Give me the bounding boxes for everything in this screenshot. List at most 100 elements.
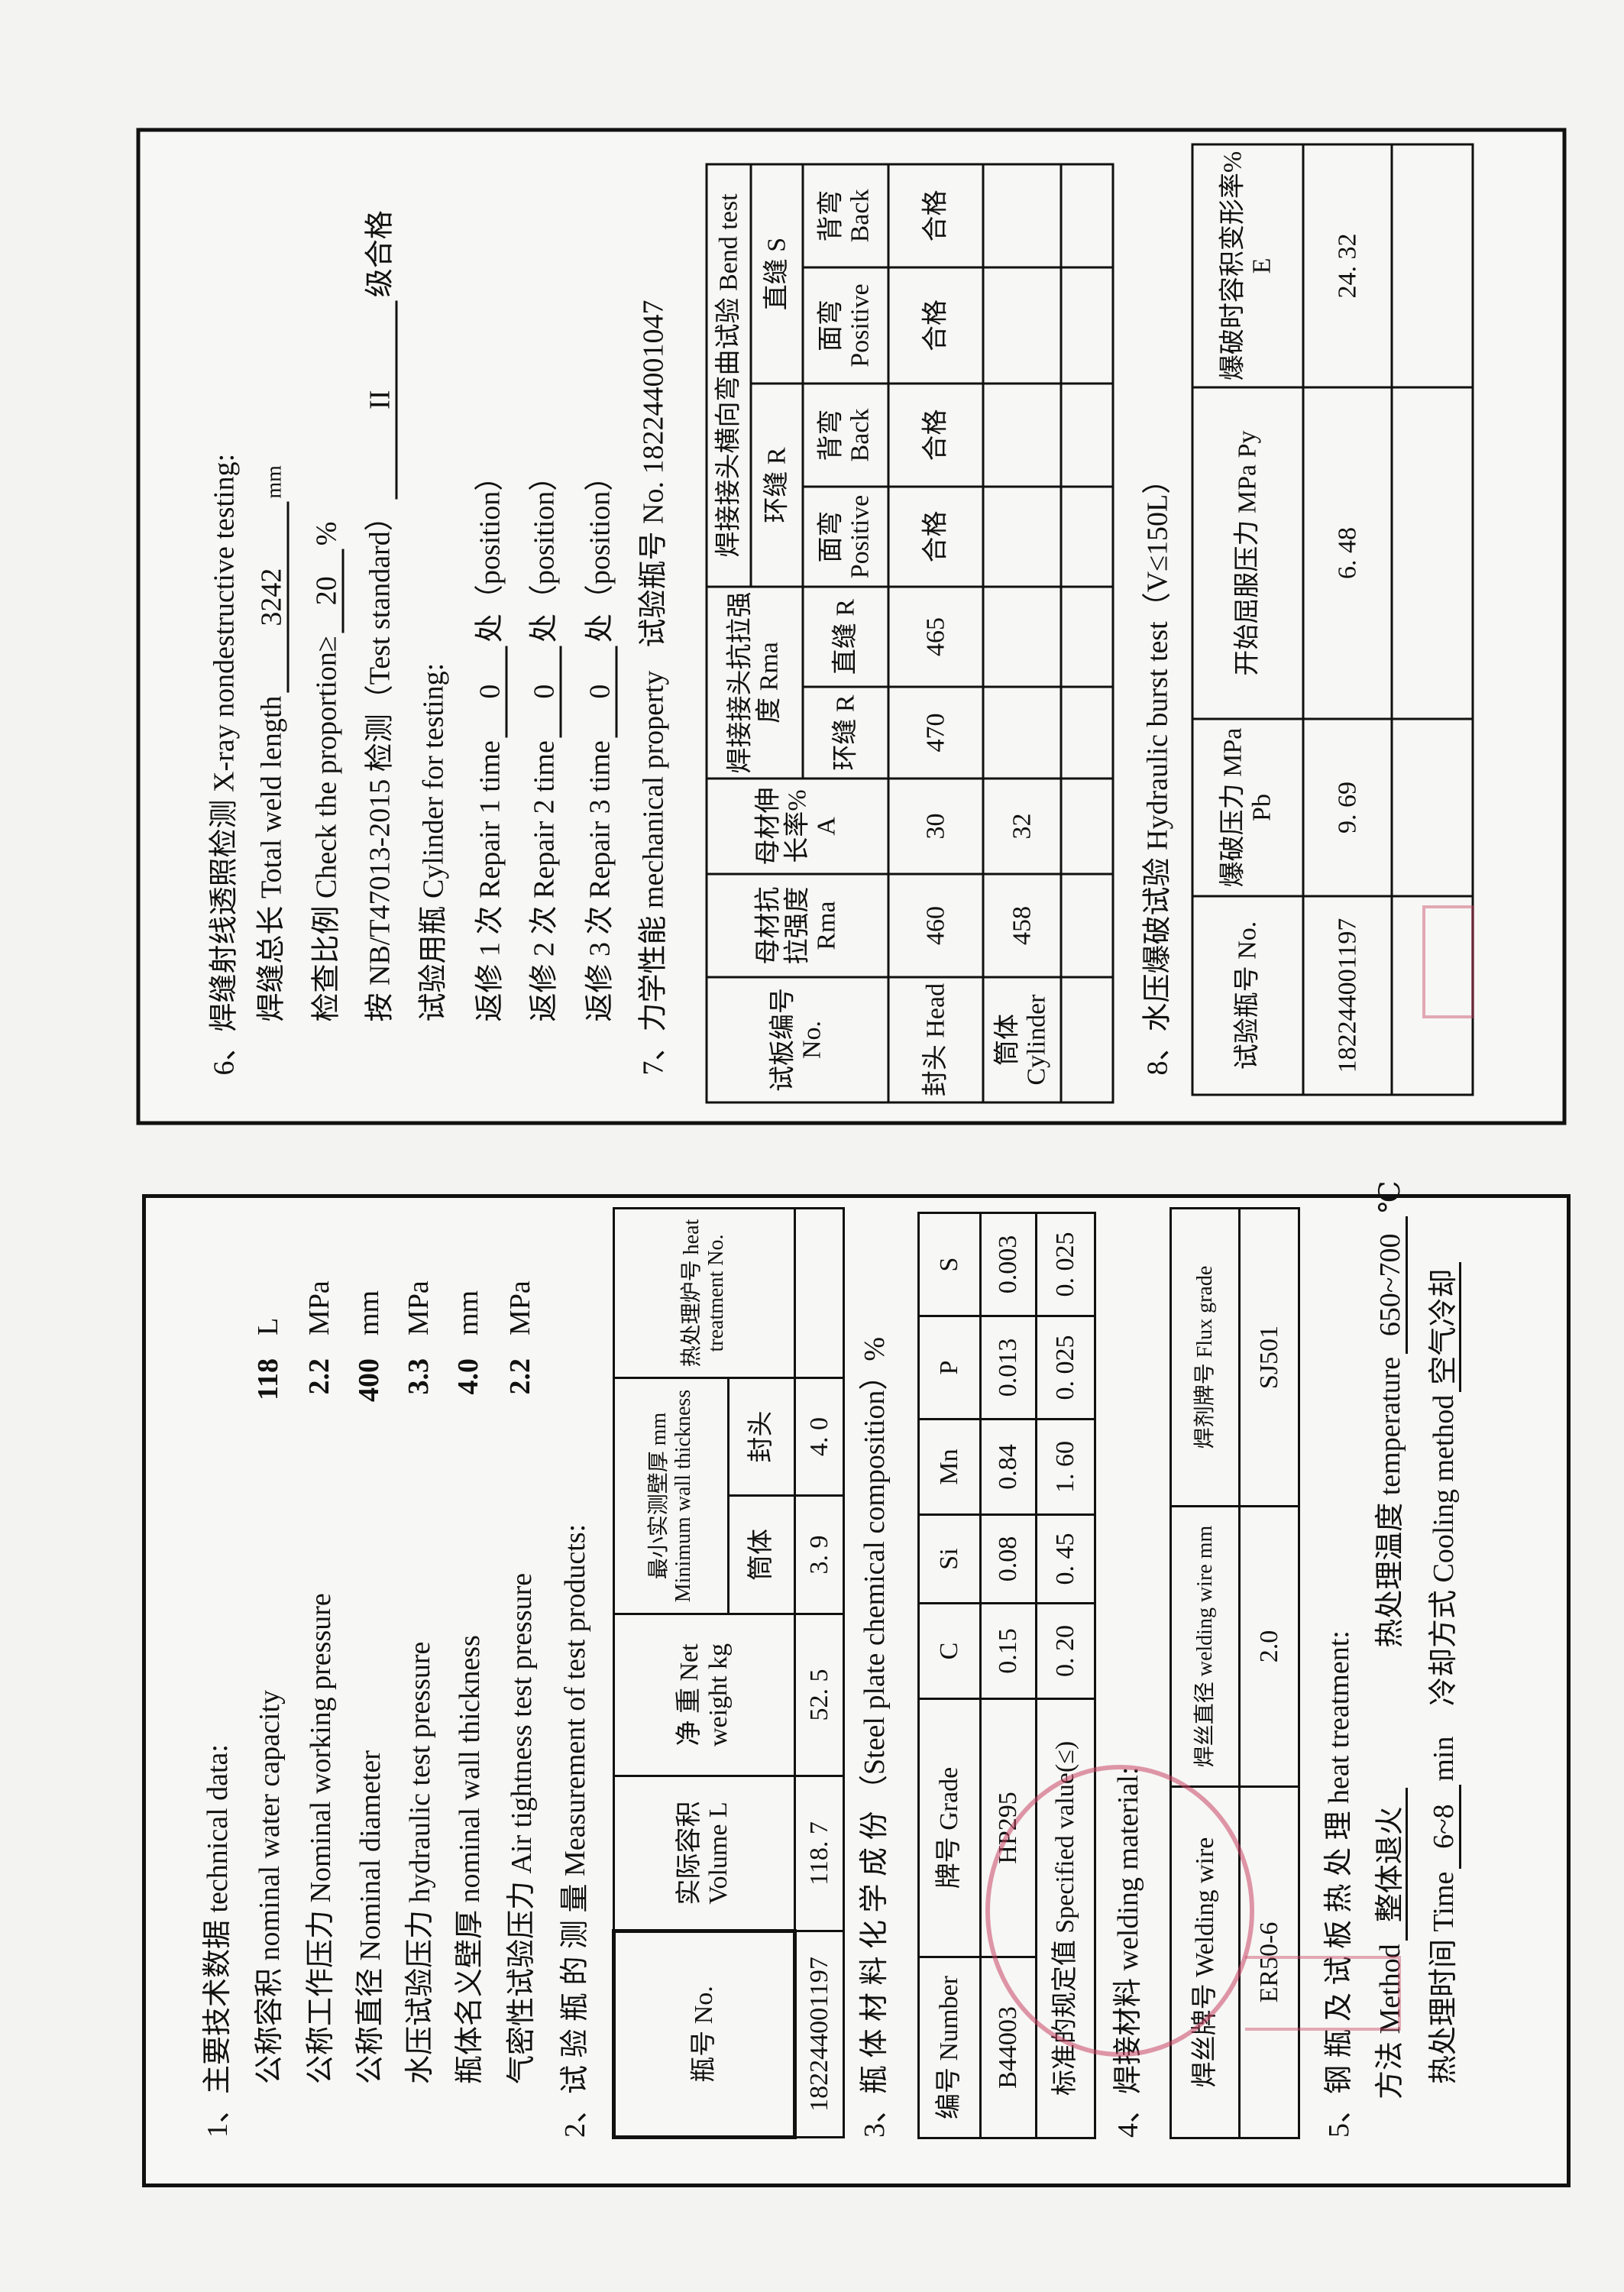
repair-label: 返修 3 次 Repair 3 time (584, 740, 616, 1022)
header-cell: 编号 Number (918, 1957, 981, 2138)
cell: 460 (888, 874, 983, 977)
cell: 9. 69 (1303, 719, 1392, 896)
header-cell: 焊丝牌号 Welding wire (1170, 1786, 1240, 2138)
header-joint-circ: 环缝 R (803, 687, 888, 779)
mechanical-property-table: 试板编号 No. 母材抗拉强度 Rma 母材伸长率% A 焊接接头抗拉强度 Rm… (706, 163, 1114, 1103)
cell (983, 587, 1061, 687)
section-1-heading: 1、主要技术数据 technical data: (202, 1744, 234, 2138)
section-6-heading: 6、焊缝射线透照检测 X-ray nondestructive testing: (208, 453, 241, 1076)
spec-label: 瓶体名义壁厚 nominal wall thickness (454, 1635, 486, 2084)
header-cell: 爆破时容积变形率% E (1192, 144, 1303, 387)
cell: 1. 60 (1036, 1419, 1095, 1515)
header-weight: 净 重 Net weight kg (613, 1614, 795, 1776)
header-cell: 焊丝直径 welding wire mm (1170, 1506, 1240, 1787)
header-face-bend: 面弯 Positive (803, 267, 888, 384)
time-unit: min (1428, 1736, 1460, 1782)
spec-unit: mm (452, 1290, 484, 1335)
cell: HP295 (980, 1698, 1037, 1957)
table-row: 封头 Head 460 30 470 465 合格 合格 合格 合格 (888, 163, 983, 1102)
header-base-elongation: 母材伸长率% A (707, 779, 888, 874)
cell-no: 182244001197 (794, 1931, 844, 2138)
header-thickness: 最小实测壁厚 mm Minimum wall thickness (613, 1377, 729, 1614)
repair-suffix: 处（position） (528, 461, 561, 643)
section-8-heading: 8、水压爆破试验 Hydraulic burst test（V≤150L） (1141, 465, 1174, 1076)
cell (1392, 387, 1473, 719)
cell-cylinder: 3. 9 (794, 1495, 844, 1614)
cell-head: 4. 0 (794, 1377, 844, 1496)
cylinder-for-testing-label: 试验用瓶 Cylinder for testing: (417, 662, 450, 1022)
standard-label: 按 NB/T47013-2015 检测（Test standard） (364, 502, 396, 1022)
chemical-composition-table: 编号 Number 牌号 Grade C Si Mn P S B44003 HP… (917, 1212, 1096, 2139)
header-head: 封头 (728, 1377, 795, 1496)
cell: 24. 32 (1303, 144, 1392, 387)
repair-suffix: 处（position） (474, 461, 506, 643)
heat-treatment-method-line: 方法 Method整体退火 热处理温度 temperature650~700℃ (1372, 1180, 1409, 2099)
repair-line: 返修 1 次 Repair 1 time0处（position） (472, 462, 509, 1022)
header-back-bend: 背弯 Back (803, 163, 888, 267)
cell: 465 (888, 587, 983, 687)
table-row: ER50-6 2.0 SJ501 (1239, 1208, 1299, 2138)
proportion-label: 检查比例 Check the proportion≥ (310, 636, 343, 1022)
cell (983, 487, 1061, 587)
table-row-spec: 标准的规定值 Specified value(≤) 0. 20 0. 45 1.… (1036, 1212, 1095, 2138)
cell: 30 (888, 779, 983, 874)
weld-length-label: 焊缝总长 Total weld length (255, 695, 288, 1022)
cell: 32 (983, 779, 1061, 874)
welding-material-table: 焊丝牌号 Welding wire 焊丝直径 welding wire mm 焊… (1169, 1207, 1300, 2139)
repair-label: 返修 2 次 Repair 2 time (528, 740, 561, 1022)
table-row: 182244001197 118. 7 52. 5 3. 9 4. 0 (794, 1208, 844, 2138)
header-volume: 实际容积 Volume L (613, 1776, 795, 1931)
cell: SJ501 (1239, 1208, 1299, 1507)
time-label: 热处理时间 Time (1428, 1871, 1460, 2084)
section-3-heading: 3、瓶 体 材 料 化 学 成 份 （Steel plate chemical … (859, 1336, 891, 2138)
cell-heat-no (794, 1208, 844, 1378)
cell: 0.84 (980, 1419, 1037, 1515)
cell: 470 (888, 687, 983, 779)
spec-unit: L (252, 1317, 284, 1335)
spec-label: 公称容积 nominal water capacity (254, 1689, 286, 2084)
section-7-heading: 7、力学性能 mechanical property (637, 670, 670, 1076)
proportion-line: 检查比例 Check the proportion≥20% (309, 522, 345, 1022)
header-cell: 焊剂牌号 Flux grade (1170, 1208, 1240, 1507)
burst-test-table: 试验瓶号 No. 爆破压力 MPa Pb 开始屈服压力 MPa Py 爆破时容积… (1192, 144, 1474, 1096)
spec-value: 4.0 (452, 1358, 484, 1395)
spec-value: 2.2 (303, 1358, 335, 1395)
cell (983, 267, 1061, 384)
header-cell: C (918, 1603, 981, 1699)
cell (983, 163, 1061, 267)
time-value: 6~8 (1428, 1784, 1461, 1869)
header-cell: 开始屈服压力 MPa Py (1192, 387, 1303, 719)
cell (1061, 587, 1113, 687)
table-row (1392, 144, 1473, 1095)
method-label: 方法 Method (1374, 1944, 1406, 2099)
header-face-bend: 面弯 Positive (803, 487, 888, 587)
header-cell: 试验瓶号 No. (1192, 896, 1303, 1095)
table-row: 182244001197 9. 69 6. 48 24. 32 (1303, 144, 1392, 1095)
cell: 合格 (888, 163, 983, 267)
cell: 182244001197 (1303, 896, 1392, 1095)
proportion-value: 20 (311, 549, 345, 633)
repair-value: 0 (474, 646, 508, 738)
header-cell: Si (918, 1514, 981, 1604)
spec-label: 公称直径 Nominal diameter (354, 1750, 387, 2084)
header-cell: Mn (918, 1419, 981, 1515)
header-back-bend: 背弯 Back (803, 384, 888, 487)
repair-suffix: 处（position） (584, 461, 616, 643)
cell: 封头 Head (888, 977, 983, 1102)
header-cell: P (918, 1316, 981, 1420)
header-longitudinal: 直缝 S (751, 163, 803, 384)
cell: 6. 48 (1303, 387, 1392, 719)
cell: 0. 025 (1036, 1212, 1095, 1316)
spec-value: 2.2 (504, 1358, 536, 1395)
section-5-heading: 5、钢 瓶 及 试 板 热 处 理 heat treatment: (1323, 1630, 1355, 2138)
weld-length-value: 3242 (256, 501, 290, 693)
spec-unit: MPa (403, 1280, 435, 1335)
cell: 0. 025 (1036, 1316, 1095, 1420)
grade-suffix: 级合格 (364, 210, 396, 298)
cell (1392, 719, 1473, 896)
cell (1061, 687, 1113, 779)
technical-data-panel: 1、主要技术数据 technical data: 公称容积 nominal wa… (142, 1180, 1571, 2187)
header-circumferential: 环缝 R (751, 384, 803, 587)
header-joint-tensile: 焊接接头抗拉强度 Rma (707, 587, 803, 779)
cell (1061, 779, 1113, 874)
